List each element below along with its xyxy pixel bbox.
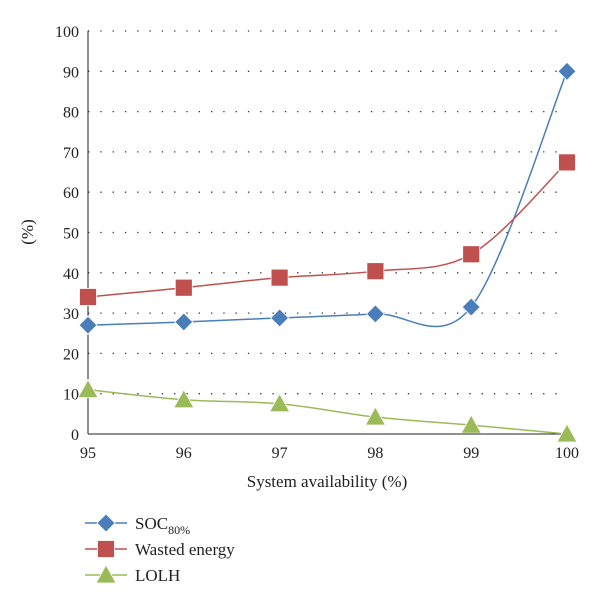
x-tick-label: 97 xyxy=(272,445,288,462)
series-lolh xyxy=(77,378,578,443)
series-line-wasted-energy xyxy=(87,161,568,298)
data-point xyxy=(556,423,578,443)
legend-label: Wasted energy xyxy=(135,540,235,559)
y-tick-label: 90 xyxy=(63,64,79,81)
legend-label-subscript: 80% xyxy=(168,523,190,537)
data-point xyxy=(78,315,98,335)
series-group xyxy=(77,61,578,443)
legend-marker xyxy=(97,540,115,558)
x-tick-label: 99 xyxy=(463,445,479,462)
legend-item-lolh: LOLH xyxy=(85,564,180,585)
y-tick-label: 0 xyxy=(71,427,79,444)
series-wasted-energy xyxy=(79,153,576,306)
data-point xyxy=(557,61,577,81)
y-tick-label: 40 xyxy=(63,266,79,283)
legend-item-soc: SOC80% xyxy=(85,513,190,537)
data-point xyxy=(558,153,576,172)
data-point xyxy=(460,414,482,434)
y-tick-label: 100 xyxy=(55,24,79,41)
data-point xyxy=(461,297,481,317)
x-tick-label: 98 xyxy=(367,445,383,462)
gridlines xyxy=(88,30,567,395)
series-line-lolh xyxy=(87,388,568,435)
data-point xyxy=(174,312,194,332)
data-point xyxy=(79,288,97,306)
series-soc xyxy=(78,61,577,335)
legend-label: SOC80% xyxy=(135,514,190,537)
data-point xyxy=(364,406,387,426)
series-line-soc xyxy=(87,71,568,328)
data-point xyxy=(365,304,385,324)
data-point xyxy=(270,308,290,328)
legend-marker xyxy=(96,513,116,533)
data-point xyxy=(462,245,481,264)
data-point xyxy=(77,378,99,399)
x-tick-labels: 95 96 97 98 99 100 xyxy=(80,445,579,462)
x-tick-label: 95 xyxy=(80,445,96,462)
y-tick-label: 50 xyxy=(63,226,79,243)
legend-item-wasted-energy: Wasted energy xyxy=(85,540,235,559)
y-tick-labels: 0 10 20 30 40 50 60 70 80 90 100 xyxy=(55,24,79,444)
x-tick-label: 96 xyxy=(176,445,192,462)
y-tick-label: 30 xyxy=(63,306,79,323)
y-axis-label: (%) xyxy=(18,219,37,244)
x-tick-label: 100 xyxy=(555,445,579,462)
y-tick-label: 60 xyxy=(63,185,79,202)
y-tick-label: 80 xyxy=(63,105,79,122)
data-point xyxy=(173,388,195,409)
data-point xyxy=(270,268,289,287)
legend-marker xyxy=(95,564,117,584)
data-point xyxy=(366,262,385,281)
y-tick-label: 20 xyxy=(63,346,79,363)
data-point xyxy=(268,392,291,413)
y-tick-label: 70 xyxy=(63,145,79,162)
y-tick-label: 10 xyxy=(63,387,79,404)
legend-label: LOLH xyxy=(135,566,180,585)
x-axis-label: System availability (%) xyxy=(247,472,408,491)
legend: SOC80% Wasted energy LOLH xyxy=(85,513,235,585)
data-point xyxy=(174,278,193,297)
